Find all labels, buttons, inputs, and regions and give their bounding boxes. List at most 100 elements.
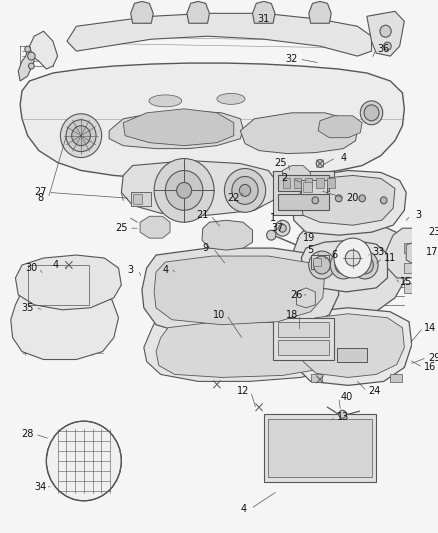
Circle shape (357, 256, 374, 274)
Text: 30: 30 (25, 263, 38, 273)
Bar (305, 179, 312, 188)
Bar (337, 348, 367, 361)
Circle shape (360, 101, 383, 125)
Text: 33: 33 (372, 247, 384, 257)
Polygon shape (20, 63, 404, 181)
Text: 16: 16 (424, 362, 437, 373)
Polygon shape (131, 2, 153, 23)
Text: 29: 29 (428, 352, 438, 362)
Text: 13: 13 (337, 412, 350, 422)
Bar (314, 258, 321, 266)
Text: 15: 15 (400, 277, 413, 287)
Bar (404, 263, 412, 273)
Text: 6: 6 (331, 250, 337, 260)
Bar (131, 192, 151, 206)
Ellipse shape (149, 95, 182, 107)
Circle shape (334, 238, 371, 278)
Bar (303, 182, 312, 192)
Text: 4: 4 (240, 504, 246, 514)
Circle shape (232, 176, 258, 204)
Polygon shape (15, 255, 121, 310)
Circle shape (177, 182, 191, 198)
Text: 22: 22 (227, 193, 240, 204)
Polygon shape (301, 314, 404, 377)
Polygon shape (283, 166, 311, 187)
Polygon shape (140, 216, 170, 238)
Bar (404, 243, 412, 253)
Polygon shape (406, 242, 421, 264)
Text: 3: 3 (415, 210, 421, 220)
Polygon shape (301, 240, 388, 292)
Text: 2: 2 (281, 173, 287, 183)
Text: 1: 1 (270, 213, 276, 223)
Text: 4: 4 (340, 152, 346, 163)
Circle shape (352, 251, 378, 279)
Polygon shape (297, 288, 315, 308)
Circle shape (28, 63, 34, 69)
Polygon shape (154, 256, 325, 325)
Circle shape (312, 197, 318, 204)
Circle shape (339, 410, 346, 418)
Polygon shape (253, 2, 275, 23)
Bar (273, 318, 334, 360)
Text: 25: 25 (115, 223, 127, 233)
Text: 21: 21 (197, 210, 209, 220)
Text: 36: 36 (378, 44, 390, 54)
Circle shape (66, 120, 96, 151)
Circle shape (384, 42, 391, 50)
Polygon shape (29, 31, 58, 69)
Text: 24: 24 (368, 386, 381, 397)
Circle shape (316, 159, 324, 167)
Circle shape (224, 168, 265, 212)
Text: 14: 14 (424, 322, 437, 333)
Bar (278, 322, 329, 337)
Polygon shape (318, 116, 362, 138)
Text: 40: 40 (340, 392, 352, 402)
Bar (390, 375, 402, 382)
Polygon shape (300, 175, 395, 225)
Text: 5: 5 (307, 245, 314, 255)
Circle shape (240, 184, 251, 196)
Polygon shape (109, 111, 243, 149)
Text: 34: 34 (35, 482, 47, 492)
Text: 10: 10 (213, 310, 225, 320)
Polygon shape (142, 248, 339, 335)
Bar (301, 181, 328, 195)
Polygon shape (309, 2, 331, 23)
Bar (404, 283, 412, 293)
Circle shape (72, 126, 90, 146)
Polygon shape (202, 220, 253, 250)
Text: 26: 26 (290, 290, 303, 300)
Polygon shape (123, 109, 234, 146)
Circle shape (314, 256, 330, 274)
Ellipse shape (217, 93, 245, 104)
Polygon shape (294, 308, 412, 385)
Polygon shape (292, 171, 406, 235)
Polygon shape (67, 13, 371, 56)
Polygon shape (367, 11, 404, 56)
Circle shape (335, 256, 352, 274)
Bar (278, 175, 329, 191)
Circle shape (279, 224, 286, 232)
Text: 28: 28 (21, 429, 34, 439)
Text: 19: 19 (303, 233, 315, 243)
Bar (28, 265, 88, 305)
Circle shape (309, 251, 335, 279)
Bar (328, 179, 335, 188)
Text: 17: 17 (426, 247, 438, 257)
Polygon shape (121, 160, 278, 215)
Circle shape (330, 251, 357, 279)
Circle shape (380, 25, 391, 37)
Text: 27: 27 (35, 188, 47, 197)
Text: 3: 3 (127, 265, 134, 275)
Polygon shape (144, 315, 341, 382)
Text: 9: 9 (203, 243, 209, 253)
Polygon shape (156, 322, 334, 377)
Text: 18: 18 (286, 310, 298, 320)
Circle shape (28, 52, 35, 60)
Circle shape (364, 105, 379, 121)
Circle shape (166, 171, 203, 211)
Polygon shape (385, 228, 431, 278)
Bar (311, 255, 329, 269)
Bar (294, 179, 301, 188)
